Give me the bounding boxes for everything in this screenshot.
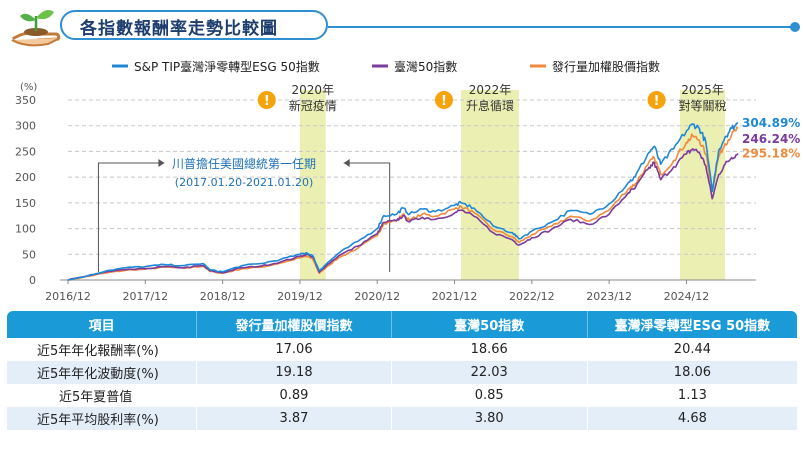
alert-icon: ! xyxy=(434,91,453,109)
table-row: 近5年平均股利率(%) 3.87 3.80 4.68 xyxy=(7,407,797,430)
cell-value: 3.87 xyxy=(196,407,392,430)
y-tick-label: 150 xyxy=(15,197,36,210)
table-row: 近5年年化報酬率(%) 17.06 18.66 20.44 xyxy=(7,338,797,361)
x-tick-label: 2024/12 xyxy=(664,290,710,303)
x-tick-label: 2017/12 xyxy=(122,290,168,303)
alert-icon: ! xyxy=(257,91,276,109)
highlight-label: 升息循環 xyxy=(466,98,514,113)
svg-text:!: ! xyxy=(441,94,447,109)
y-tick-label: 250 xyxy=(15,145,36,158)
highlight-band xyxy=(680,90,726,280)
series-line xyxy=(67,122,739,281)
cell-value: 0.89 xyxy=(196,384,392,407)
svg-text:!: ! xyxy=(654,94,660,109)
legend: S&P TIP臺灣淨零轉型ESG 50指數 臺灣50指數 發行量加權股價指數 xyxy=(112,59,660,74)
highlight-label: 對等關稅 xyxy=(679,99,727,113)
x-tick-label: 2020/12 xyxy=(354,290,400,303)
series-lines xyxy=(67,122,739,281)
cell-value: 17.06 xyxy=(196,338,392,361)
series-end-label: 246.24% xyxy=(742,132,800,146)
legend-label: S&P TIP臺灣淨零轉型ESG 50指數 xyxy=(134,59,320,74)
annotation-bracket-left xyxy=(97,162,165,272)
table-row: 近5年夏普值 0.89 0.85 1.13 xyxy=(7,384,797,407)
title-frame xyxy=(60,10,328,40)
x-axis: 2016/12 2017/12 2018/12 2019/12 2020/12 2021/… xyxy=(45,280,709,303)
table-row: 近5年年化波動度(%) 19.18 22.03 18.06 xyxy=(7,361,797,384)
svg-text:!: ! xyxy=(264,94,270,109)
row-label: 近5年平均股利率(%) xyxy=(7,407,197,430)
statistics-table: 項目 發行量加權股價指數 臺灣50指數 臺灣淨零轉型ESG 50指數 近5年年化… xyxy=(7,311,797,430)
annotation-title: 川普擔任美國總統第一任期 xyxy=(172,156,316,171)
cell-value: 19.18 xyxy=(196,361,392,384)
header-taiwan50: 臺灣50指數 xyxy=(390,311,588,338)
series-end-label: 295.18% xyxy=(742,146,800,160)
y-tick-label: 100 xyxy=(15,223,36,236)
cell-value: 20.44 xyxy=(586,338,797,361)
x-tick-label: 2019/12 xyxy=(277,290,323,303)
highlight-year: 2022年 xyxy=(469,83,512,97)
series-end-label: 304.89% xyxy=(742,116,800,130)
cell-value: 22.03 xyxy=(390,361,588,384)
title-divider xyxy=(328,26,798,28)
cell-value: 4.68 xyxy=(586,407,797,430)
arrow-icon xyxy=(158,159,165,167)
y-axis-unit: (%) xyxy=(20,82,37,93)
annotation-period: (2017.01.20-2021.01.20) xyxy=(175,176,314,189)
header-esg50: 臺灣淨零轉型ESG 50指數 xyxy=(586,311,797,338)
arrow-icon xyxy=(343,159,350,167)
cell-value: 1.13 xyxy=(586,384,797,407)
y-tick-label: 0 xyxy=(29,274,36,287)
row-label: 近5年年化報酬率(%) xyxy=(7,338,197,361)
trump-annotation: 川普擔任美國總統第一任期 (2017.01.20-2021.01.20) xyxy=(97,156,391,272)
plant-hand-icon xyxy=(11,10,61,47)
highlight-year: 2025年 xyxy=(681,83,724,97)
highlight-band xyxy=(460,90,519,280)
header-item: 項目 xyxy=(7,311,197,338)
legend-label: 臺灣50指數 xyxy=(394,59,457,74)
highlight-bands xyxy=(299,90,726,280)
annotation-bracket-right xyxy=(343,162,391,272)
y-axis: 0 50 100 150 200 250 300 350(%) xyxy=(15,82,37,287)
highlight-band xyxy=(299,90,326,280)
alert-icon: ! xyxy=(647,91,666,109)
cell-value: 18.06 xyxy=(586,361,797,384)
highlight-label: 新冠疫情 xyxy=(289,98,337,113)
row-label: 近5年年化波動度(%) xyxy=(7,361,197,384)
legend-label: 發行量加權股價指數 xyxy=(552,59,660,74)
row-label: 近5年夏普值 xyxy=(7,384,197,407)
grid-lines xyxy=(60,99,756,281)
cell-value: 3.80 xyxy=(390,407,588,430)
y-tick-label: 50 xyxy=(22,248,36,261)
y-tick-label: 200 xyxy=(15,171,36,184)
table-header-row: 項目 發行量加權股價指數 臺灣50指數 臺灣淨零轉型ESG 50指數 xyxy=(7,311,797,338)
x-tick-label: 2018/12 xyxy=(200,290,246,303)
x-tick-label: 2022/12 xyxy=(509,290,555,303)
highlight-year: 2020年 xyxy=(292,83,335,97)
cell-value: 18.66 xyxy=(390,338,588,361)
x-tick-label: 2023/12 xyxy=(586,290,632,303)
title-dot xyxy=(790,22,800,32)
end-labels: 304.89% 246.24%295.18% xyxy=(742,116,800,160)
x-tick-label: 2021/12 xyxy=(432,290,478,303)
y-tick-label: 300 xyxy=(15,120,36,133)
cell-value: 0.85 xyxy=(390,384,588,407)
y-tick-label: 350 xyxy=(15,94,36,107)
header-taiex: 發行量加權股價指數 xyxy=(196,311,392,338)
series-line xyxy=(67,126,739,281)
page-title: 各指數報酬率走勢比較圖 xyxy=(80,19,278,39)
x-tick-label: 2016/12 xyxy=(45,290,91,303)
